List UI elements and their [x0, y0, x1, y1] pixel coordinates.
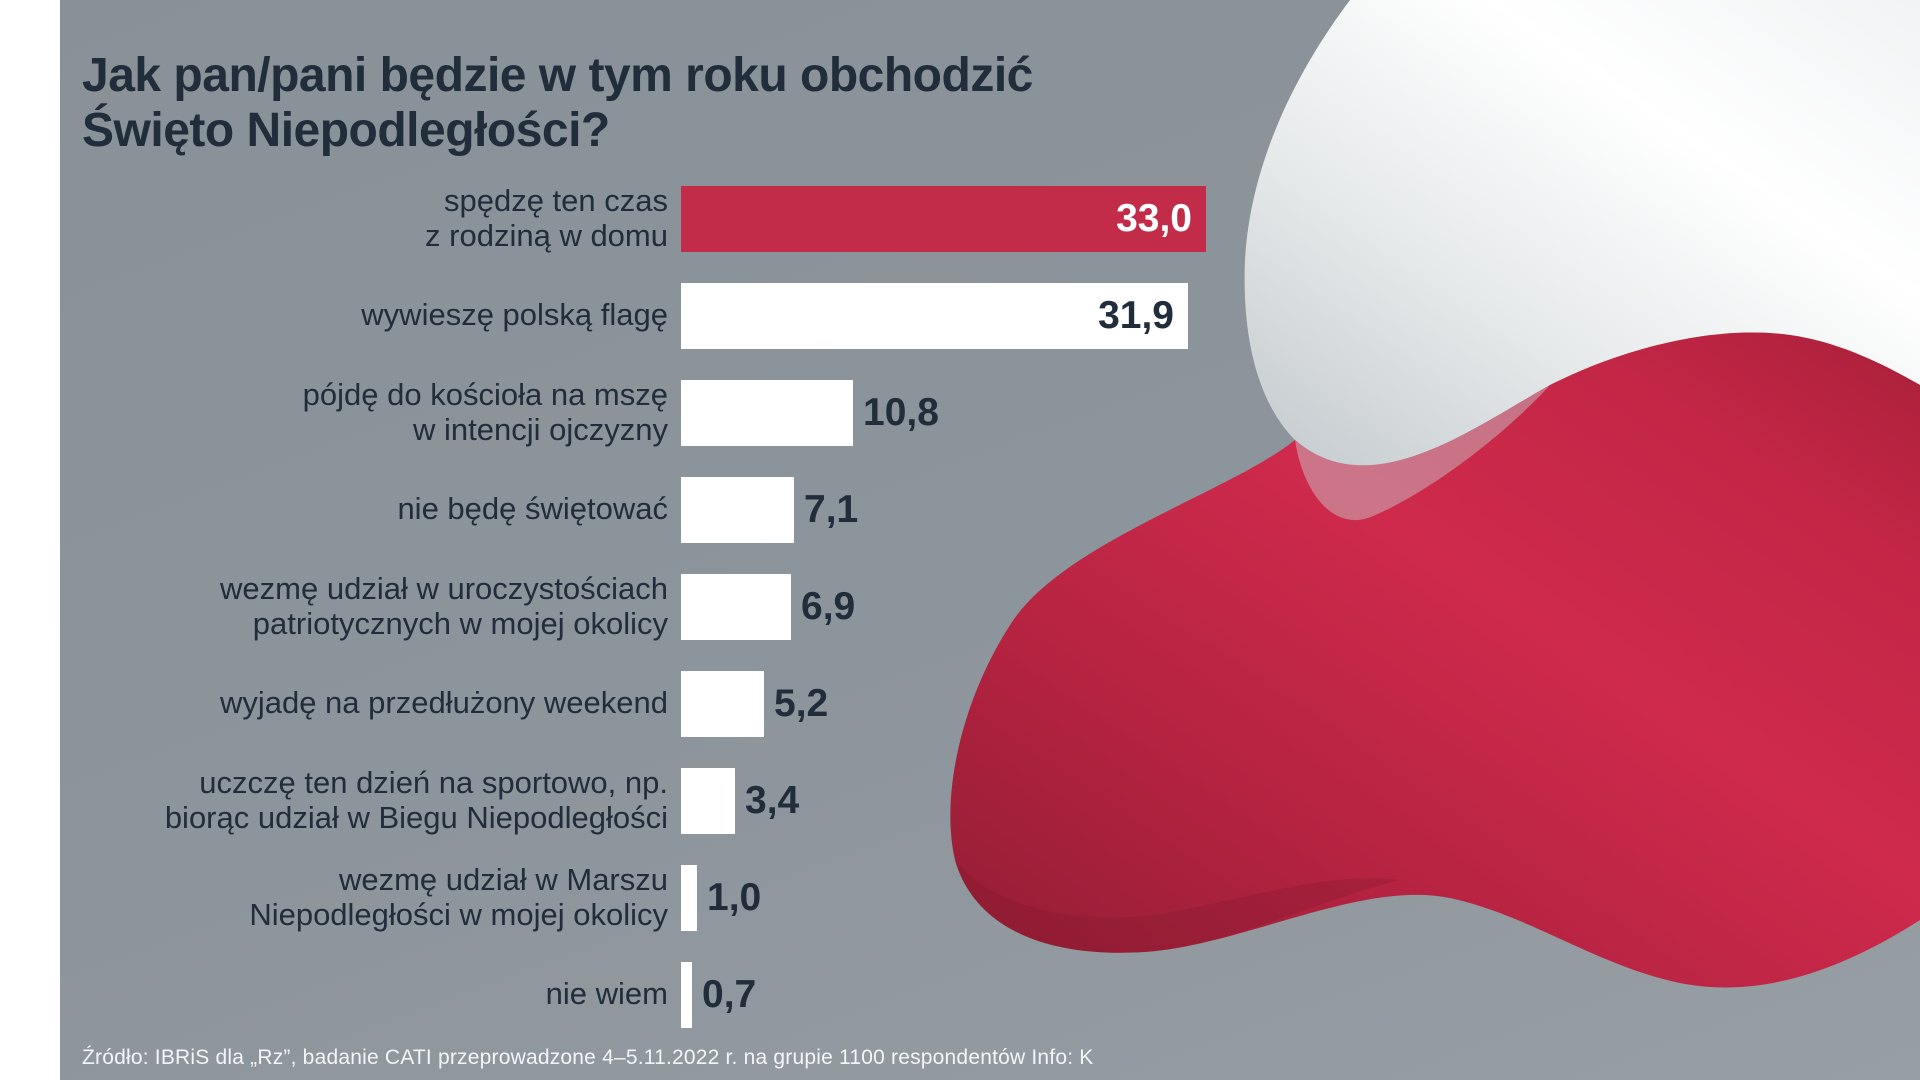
- bar-row: wywieszę polską flagę 31,9: [80, 267, 1206, 364]
- bar-label: wezmę udział w Marszu Niepodległości w mo…: [249, 861, 668, 932]
- chart-title-line1: Jak pan/pani będzie w tym roku obchodzić: [82, 49, 1033, 103]
- bar-label: wyjadę na przedłużony weekend: [219, 685, 668, 721]
- bar: [681, 767, 735, 834]
- flag-red-band: [950, 332, 1920, 988]
- left-margin: [0, 0, 60, 1080]
- bar-value: 0,7: [702, 972, 757, 1016]
- bar-label: nie będę świętować: [397, 491, 668, 527]
- chart-title-line2: Święto Niepodległości?: [82, 104, 610, 158]
- source-note: Źródło: IBRiS dla „Rz”, badanie CATI prz…: [82, 1046, 1094, 1069]
- flag-white-fold: [1295, 385, 1550, 521]
- bar: [681, 476, 794, 543]
- bar: [681, 961, 692, 1028]
- bar-label: nie wiem: [545, 976, 668, 1012]
- polish-flag-illustration: [950, 0, 1920, 988]
- flag-red-fold: [955, 860, 1400, 953]
- bar-label: wywieszę polską flagę: [361, 297, 668, 333]
- bar-value: 31,9: [1098, 293, 1174, 337]
- bar-row: wezmę udział w Marszu Niepodległości w mo…: [80, 849, 1206, 946]
- bar-value: 5,2: [774, 681, 829, 725]
- bar-row: spędzę ten czas z rodziną w domu 33,0: [80, 170, 1206, 267]
- bar-row: pójdę do kościoła na mszę w intencji ojcz…: [80, 364, 1206, 461]
- bar-row: wyjadę na przedłużony weekend 5,2: [80, 655, 1206, 752]
- bar-label: wezmę udział w uroczystościach patriotycz…: [220, 570, 668, 641]
- bar-value: 33,0: [1116, 196, 1192, 240]
- bar-value: 7,1: [804, 487, 859, 531]
- bar-row: nie będę świętować 7,1: [80, 461, 1206, 558]
- bar: [681, 573, 791, 640]
- bar-chart: spędzę ten czas z rodziną w domu 33,0 wyw…: [80, 170, 1206, 1043]
- bar: [681, 379, 853, 446]
- chart-title: Jak pan/pani będzie w tym roku obchodzić…: [82, 48, 1033, 158]
- bar-label: spędzę ten czas z rodziną w domu: [425, 182, 668, 253]
- bar: 31,9: [681, 282, 1188, 349]
- bar-row: wezmę udział w uroczystościach patriotycz…: [80, 558, 1206, 655]
- bar-value: 3,4: [745, 778, 800, 822]
- bar-row: uczczę ten dzień na sportowo, np. biorąc …: [80, 752, 1206, 849]
- bar-value: 6,9: [801, 584, 856, 628]
- bar: 33,0: [681, 185, 1206, 252]
- bar: [681, 864, 697, 931]
- bar-row: nie wiem 0,7: [80, 946, 1206, 1043]
- bar-label: pójdę do kościoła na mszę w intencji ojcz…: [302, 376, 668, 447]
- flag-white-band: [1244, 0, 1920, 466]
- bar: [681, 670, 764, 737]
- bar-label: uczczę ten dzień na sportowo, np. biorąc …: [164, 764, 668, 835]
- bar-value: 10,8: [863, 390, 939, 434]
- bar-value: 1,0: [707, 875, 762, 919]
